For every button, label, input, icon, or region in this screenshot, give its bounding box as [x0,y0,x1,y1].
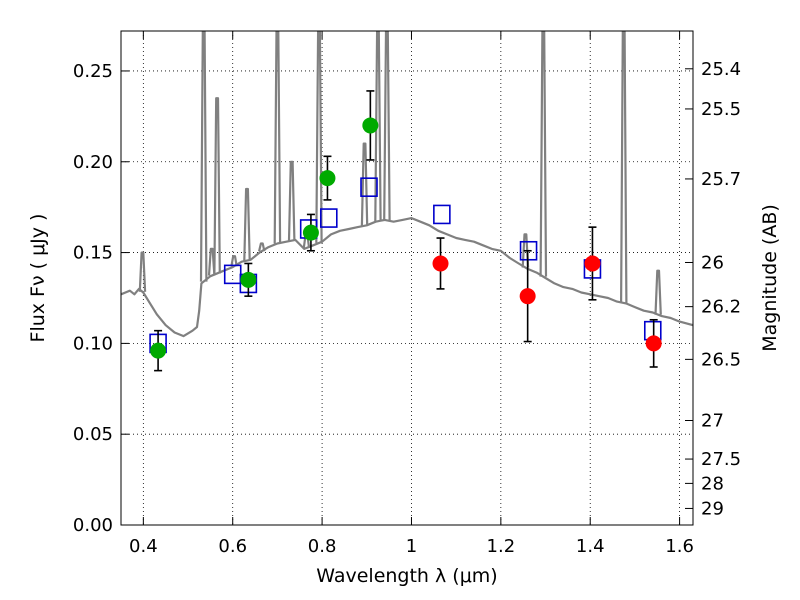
emission-line [213,97,221,274]
red-data-point [645,335,662,352]
emission-line [539,31,548,277]
axis-ticks: 0.4 0.6 0.8 1 1.2 1.4 1.6 0.00 0.05 0.10 0.15 0.20 0… [73,31,741,557]
y-tick-label: 0.15 [73,243,113,264]
emission-line [654,269,662,315]
x-tick-label: 1 [406,536,417,557]
y-tick-label: 0.25 [73,61,113,82]
x-tick-label: 0.4 [129,536,158,557]
emission-line [258,242,266,252]
model-square-marker [519,240,538,261]
plot-frame [120,30,694,526]
emission-line [383,31,391,221]
data-markers [149,90,662,372]
emission-line [287,160,296,241]
x-tick-label: 0.6 [218,536,247,557]
y2-axis-title: Magnitude (AB) [759,204,781,352]
y2-tick-label: 27.5 [701,449,741,470]
green-data-point [302,224,319,241]
y-axis-title: Flux Fν ( μJy ) [27,214,49,343]
green-data-point [150,342,167,359]
emission-line [273,31,282,244]
x-tick-label: 0.8 [308,536,337,557]
emission-line [619,31,628,304]
emission-line [199,31,208,282]
emission-line [243,187,251,261]
model-square-marker [360,177,378,197]
y2-tick-label: 25.7 [701,169,741,190]
y2-tick-label: 25.5 [701,99,741,120]
model-square-marker [433,204,451,225]
model-square-marker [319,208,338,228]
y2-tick-label: 26 [701,252,724,273]
emission-line [360,142,369,226]
y-tick-label: 0.20 [73,152,113,173]
emission-line [230,255,238,267]
y-tick-label: 0.05 [73,424,113,445]
red-data-point [519,288,536,305]
spectrum [121,31,693,338]
x-axis-title: Wavelength λ (μm) [316,565,497,587]
y2-tick-label: 29 [701,498,724,519]
y-tick-label: 0.10 [73,333,113,354]
red-data-point [584,255,601,272]
green-data-point [362,117,379,134]
emission-line [138,251,147,292]
x-tick-label: 1.6 [665,536,694,557]
red-data-point [432,255,449,272]
green-data-point [240,271,257,288]
emission-line [315,31,323,243]
y2-tick-label: 25.4 [701,59,741,80]
y2-tick-label: 27 [701,410,724,431]
x-tick-label: 1.2 [487,536,516,557]
x-tick-label: 1.4 [576,536,605,557]
y2-tick-label: 26.5 [701,349,741,370]
green-data-point [319,170,336,187]
y-tick-label: 0.00 [73,515,113,536]
y2-tick-label: 26.2 [701,297,741,318]
y2-tick-label: 28 [701,473,724,494]
